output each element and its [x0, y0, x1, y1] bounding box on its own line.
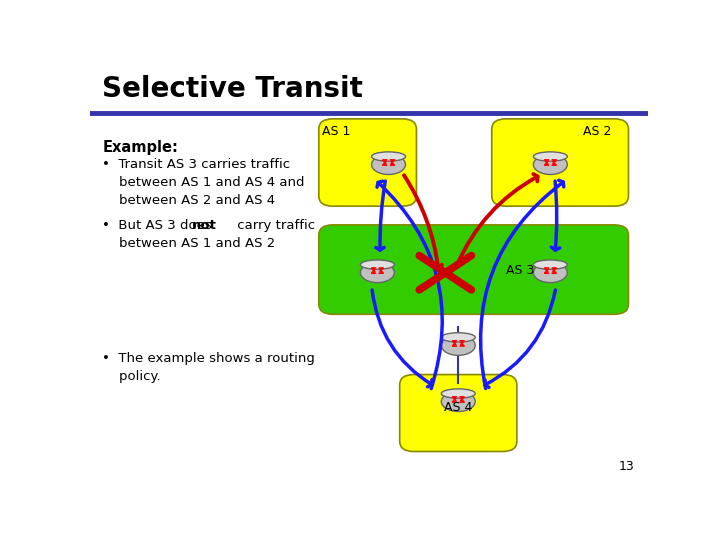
Text: Example:: Example: [102, 140, 178, 154]
Ellipse shape [441, 389, 475, 398]
Ellipse shape [361, 262, 395, 282]
Ellipse shape [534, 260, 567, 269]
Text: AS 2: AS 2 [583, 125, 612, 138]
Ellipse shape [441, 392, 475, 411]
Text: •  But AS 3 does      carry traffic
    between AS 1 and AS 2: • But AS 3 does carry traffic between AS… [102, 219, 315, 249]
Text: •  The example shows a routing
    policy.: • The example shows a routing policy. [102, 352, 315, 383]
Text: AS 1: AS 1 [322, 125, 350, 138]
Text: •  Transit AS 3 carries traffic
    between AS 1 and AS 4 and
    between AS 2 a: • Transit AS 3 carries traffic between A… [102, 158, 305, 207]
Ellipse shape [361, 260, 395, 269]
Text: Selective Transit: Selective Transit [102, 75, 363, 103]
Ellipse shape [372, 152, 405, 161]
Text: 13: 13 [618, 460, 634, 473]
Ellipse shape [534, 152, 567, 161]
FancyBboxPatch shape [492, 119, 629, 206]
Ellipse shape [441, 335, 475, 355]
Ellipse shape [441, 333, 475, 342]
Ellipse shape [534, 154, 567, 174]
Ellipse shape [534, 262, 567, 282]
FancyBboxPatch shape [319, 225, 629, 314]
FancyBboxPatch shape [400, 375, 517, 451]
FancyBboxPatch shape [319, 119, 416, 206]
Text: AS 4: AS 4 [444, 401, 472, 414]
Text: not: not [192, 219, 217, 232]
Text: AS 3: AS 3 [505, 265, 534, 278]
Ellipse shape [372, 154, 405, 174]
